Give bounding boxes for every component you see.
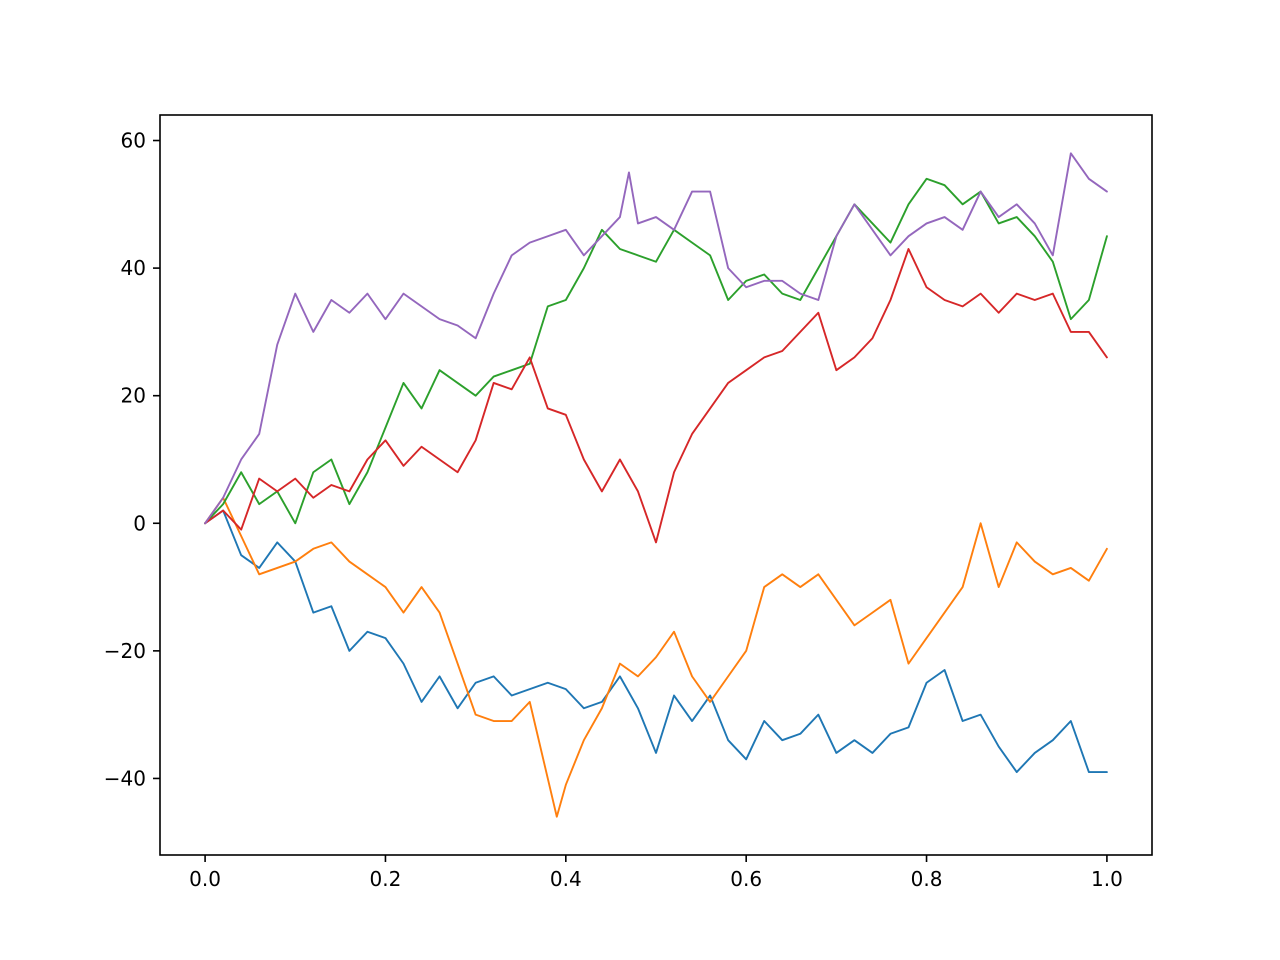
series-line-4 xyxy=(204,248,1108,544)
x-tick-label: 1.0 xyxy=(1091,867,1123,891)
series-line-5 xyxy=(204,152,1108,525)
y-tick-label: 60 xyxy=(121,129,146,153)
series-line-3 xyxy=(204,177,1108,525)
series-layer xyxy=(204,152,1108,818)
x-tick-label: 0.2 xyxy=(370,867,402,891)
x-tick-label: 0.8 xyxy=(911,867,943,891)
y-tick-label: 0 xyxy=(133,511,146,535)
x-tick-label: 0.0 xyxy=(189,867,221,891)
y-axis: −40 −20 0 20 40 60 xyxy=(104,129,160,790)
y-tick-label: −40 xyxy=(104,766,146,790)
y-tick-label: 40 xyxy=(121,256,146,280)
series-line-1 xyxy=(204,509,1108,774)
y-tick-label: −20 xyxy=(104,639,146,663)
series-line-2 xyxy=(204,496,1108,818)
x-axis: 0.0 0.2 0.4 0.6 0.8 1.0 xyxy=(189,855,1123,891)
y-tick-label: 20 xyxy=(121,384,146,408)
x-tick-label: 0.6 xyxy=(730,867,762,891)
x-tick-label: 0.4 xyxy=(550,867,582,891)
plot-frame xyxy=(159,114,1153,856)
